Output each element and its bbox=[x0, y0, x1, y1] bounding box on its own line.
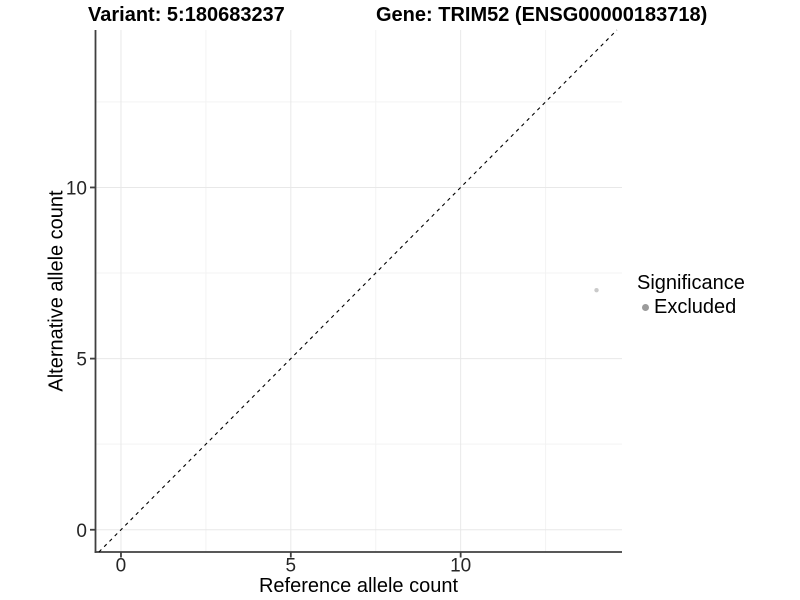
data-points bbox=[594, 287, 599, 293]
gene-title: Gene: TRIM52 (ENSG00000183718) bbox=[376, 4, 708, 26]
grid-major bbox=[95, 30, 622, 552]
data-point bbox=[594, 287, 599, 293]
x-axis-title: Reference allele count bbox=[258, 575, 458, 597]
legend-title: Significance bbox=[637, 272, 745, 294]
legend: Significance Excluded bbox=[637, 272, 745, 318]
y-tick-label: 5 bbox=[76, 350, 87, 371]
legend-item-excluded: Excluded bbox=[637, 296, 745, 318]
axis-lines bbox=[94, 30, 622, 553]
y-tick-label: 0 bbox=[76, 521, 87, 542]
variant-title: Variant: 5:180683237 bbox=[88, 4, 285, 26]
identity-dashed-line bbox=[98, 29, 618, 553]
axis-ticks bbox=[90, 186, 462, 558]
y-axis-title: Alternative allele count bbox=[45, 190, 68, 392]
tick-labels: 0 5 10 0 5 10 bbox=[66, 178, 471, 576]
legend-key-dot-icon bbox=[642, 303, 649, 311]
x-tick-label: 0 bbox=[116, 556, 127, 577]
legend-item-label: Excluded bbox=[654, 296, 737, 318]
x-tick-label: 10 bbox=[450, 556, 471, 577]
x-tick-label: 5 bbox=[286, 556, 297, 577]
grid-minor bbox=[95, 30, 622, 552]
y-tick-label: 10 bbox=[66, 178, 87, 199]
